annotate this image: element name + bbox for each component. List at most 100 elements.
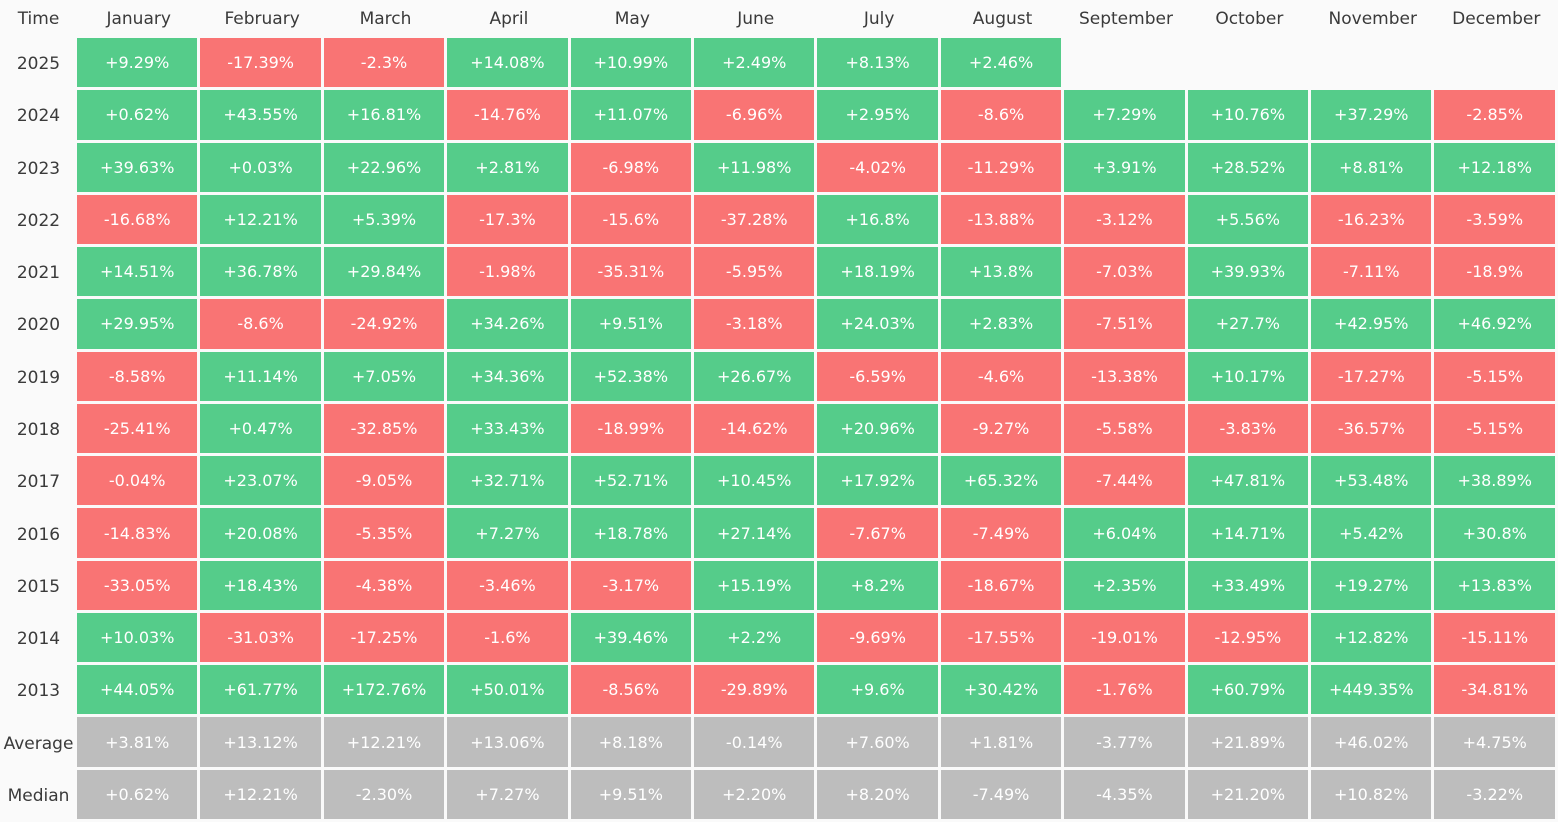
row-label: 2021 [0,247,77,300]
empty-cell [1187,38,1312,91]
return-cell: -36.57% [1311,403,1435,457]
return-cell: -5.15% [1434,351,1558,404]
return-cell: +29.84% [323,247,448,300]
return-cell: +44.05% [77,665,201,718]
return-cell: +60.79% [1187,665,1312,718]
return-cell: +10.76% [1187,90,1312,143]
return-cell: +13.83% [1434,560,1558,613]
return-cell: +2.95% [817,90,941,143]
return-cell: -7.67% [817,508,941,561]
summary-cell: +8.20% [817,769,941,822]
return-cell: -15.6% [570,194,695,248]
return-cell: +2.46% [940,38,1065,91]
return-cell: -29.89% [694,665,818,718]
summary-cell: +21.89% [1187,717,1312,770]
summary-cell: +10.82% [1311,769,1435,822]
return-cell: +7.05% [323,351,448,404]
return-cell: +37.29% [1311,90,1435,143]
row-label: 2014 [0,612,77,666]
return-cell: -17.25% [323,612,448,666]
return-cell: +5.56% [1187,194,1312,248]
summary-cell: +12.21% [200,769,324,822]
return-cell: -15.11% [1434,612,1558,666]
empty-cell [1311,38,1435,91]
return-cell: +22.96% [323,142,448,195]
return-cell: +10.03% [77,612,201,666]
return-cell: +53.48% [1311,456,1435,509]
year-row: 2013 +44.05% +61.77% +172.76% +50.01% -8.56% -… [0,665,1558,718]
return-cell: +8.13% [817,38,941,91]
return-cell: +33.49% [1187,560,1312,613]
return-cell: +34.36% [447,351,571,404]
return-cell: -7.03% [1064,247,1188,300]
row-label: Median [0,769,77,822]
summary-cell: +21.20% [1187,769,1312,822]
year-row: 2025 +9.29% -17.39% -2.3% +14.08% +10.99% +2.4… [0,38,1558,91]
return-cell: +18.19% [817,247,941,300]
return-cell: +46.92% [1434,299,1558,352]
summary-cell: +13.06% [447,717,571,770]
return-cell: -3.83% [1187,403,1312,457]
return-cell: -17.39% [200,38,324,91]
return-cell: +0.47% [200,403,324,457]
return-cell: +23.07% [200,456,324,509]
return-cell: -1.76% [1064,665,1188,718]
return-cell: -9.05% [323,456,448,509]
return-cell: -2.85% [1434,90,1558,143]
return-cell: +29.95% [77,299,201,352]
return-cell: -3.18% [694,299,818,352]
return-cell: +27.7% [1187,299,1312,352]
year-row: 2018 -25.41% +0.47% -32.85% +33.43% -18.99% -1… [0,403,1558,457]
summary-cell: -0.14% [694,717,818,770]
return-cell: +39.93% [1187,247,1312,300]
return-cell: -12.95% [1187,612,1312,666]
return-cell: +10.45% [694,456,818,509]
row-label: 2018 [0,403,77,457]
return-cell: -9.27% [940,403,1065,457]
return-cell: -1.6% [447,612,571,666]
return-cell: +42.95% [1311,299,1435,352]
year-row: 2014 +10.03% -31.03% -17.25% -1.6% +39.46% +2.… [0,612,1558,666]
column-header: December [1434,0,1558,38]
return-cell: +9.29% [77,38,201,91]
return-cell: -6.59% [817,351,941,404]
return-cell: -5.58% [1064,403,1188,457]
empty-cell [1064,38,1188,91]
summary-row: Average +3.81% +13.12% +12.21% +13.06% +8.18%… [0,717,1558,770]
return-cell: +0.62% [77,90,201,143]
return-cell: +39.63% [77,142,201,195]
year-row: 2022 -16.68% +12.21% +5.39% -17.3% -15.6% -37.… [0,194,1558,248]
return-cell: -1.98% [447,247,571,300]
return-cell: -4.6% [940,351,1065,404]
heatmap-body: 2025 +9.29% -17.39% -2.3% +14.08% +10.99% +2.4… [0,38,1558,822]
return-cell: -18.67% [940,560,1065,613]
column-header: July [817,0,941,38]
return-cell: +47.81% [1187,456,1312,509]
return-cell: +449.35% [1311,665,1435,718]
summary-cell: +8.18% [570,717,695,770]
return-cell: -3.59% [1434,194,1558,248]
summary-cell: +0.62% [77,769,201,822]
year-row: 2015 -33.05% +18.43% -4.38% -3.46% -3.17% +15.… [0,560,1558,613]
year-row: 2024 +0.62% +43.55% +16.81% -14.76% +11.07% -6… [0,90,1558,143]
return-cell: +14.71% [1187,508,1312,561]
return-cell: +43.55% [200,90,324,143]
return-cell: +30.42% [940,665,1065,718]
return-cell: +2.49% [694,38,818,91]
return-cell: -8.6% [200,299,324,352]
return-cell: +7.29% [1064,90,1188,143]
return-cell: +18.78% [570,508,695,561]
summary-cell: +3.81% [77,717,201,770]
return-cell: -25.41% [77,403,201,457]
column-header: April [447,0,571,38]
return-cell: +8.81% [1311,142,1435,195]
return-cell: -33.05% [77,560,201,613]
return-cell: -8.56% [570,665,695,718]
summary-cell: -3.22% [1434,769,1558,822]
year-row: 2021 +14.51% +36.78% +29.84% -1.98% -35.31% -5… [0,247,1558,300]
return-cell: +33.43% [447,403,571,457]
return-cell: -31.03% [200,612,324,666]
row-label: 2025 [0,38,77,91]
row-label: 2024 [0,90,77,143]
